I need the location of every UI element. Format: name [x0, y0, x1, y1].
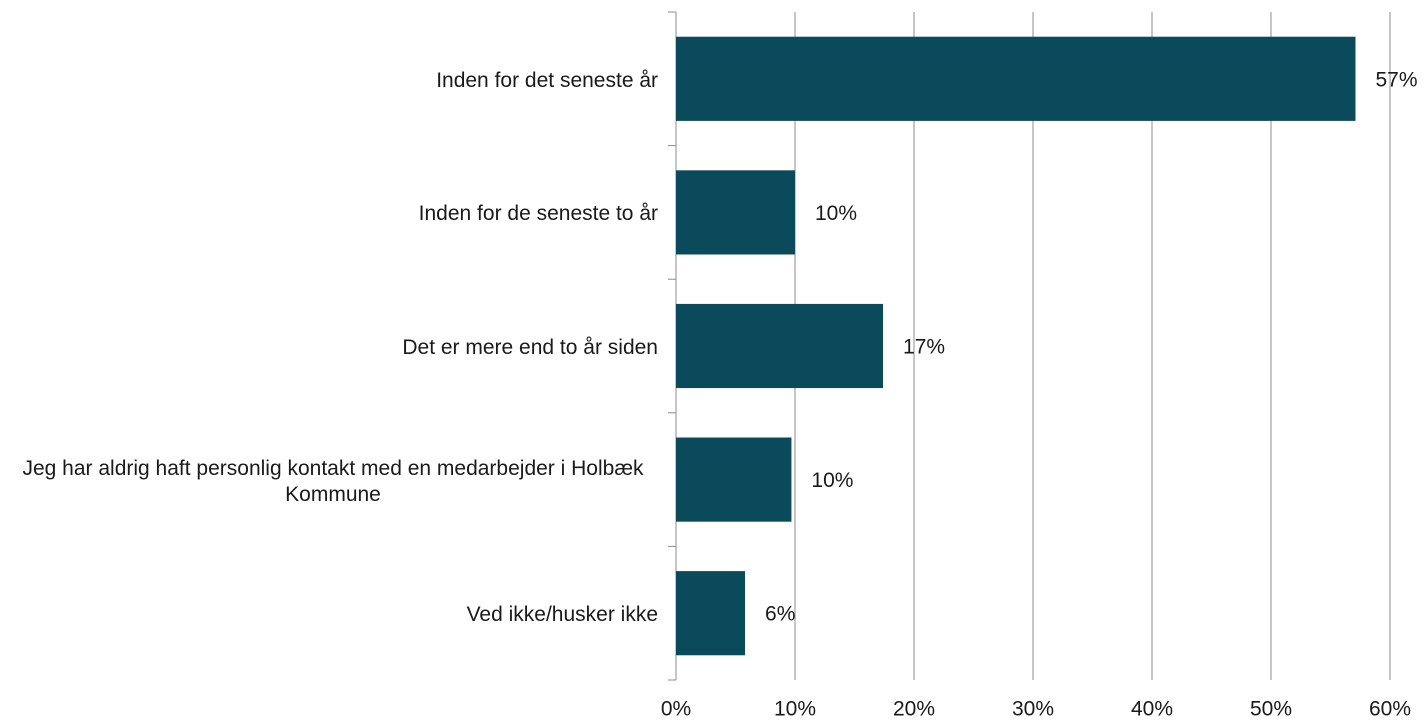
value-label: 57%: [1375, 68, 1417, 91]
x-tick-label: 40%: [1131, 698, 1173, 721]
value-label: 10%: [811, 469, 853, 492]
x-tick-label: 50%: [1250, 698, 1292, 721]
x-tick-label: 20%: [893, 698, 935, 721]
value-label: 17%: [903, 336, 945, 359]
category-label: Jeg har aldrig haft personlig kontakt me…: [22, 456, 644, 506]
category-label: Ved ikke/husker ikke: [466, 603, 658, 627]
category-label: Inden for det seneste år: [436, 68, 658, 92]
category-label: Inden for de seneste to år: [418, 202, 658, 226]
x-tick-label: 60%: [1369, 698, 1411, 721]
bar: [676, 170, 795, 255]
x-tick-label: 10%: [774, 698, 816, 721]
value-label: 6%: [765, 603, 795, 626]
value-label: 10%: [815, 202, 857, 225]
category-label: Det er mere end to år siden: [402, 336, 658, 359]
x-tick-label: 30%: [1012, 698, 1054, 721]
bar: [676, 571, 746, 656]
x-tick-label: 0%: [661, 698, 691, 721]
bar: [676, 437, 792, 522]
bar: [676, 303, 884, 389]
bar: [676, 36, 1356, 121]
